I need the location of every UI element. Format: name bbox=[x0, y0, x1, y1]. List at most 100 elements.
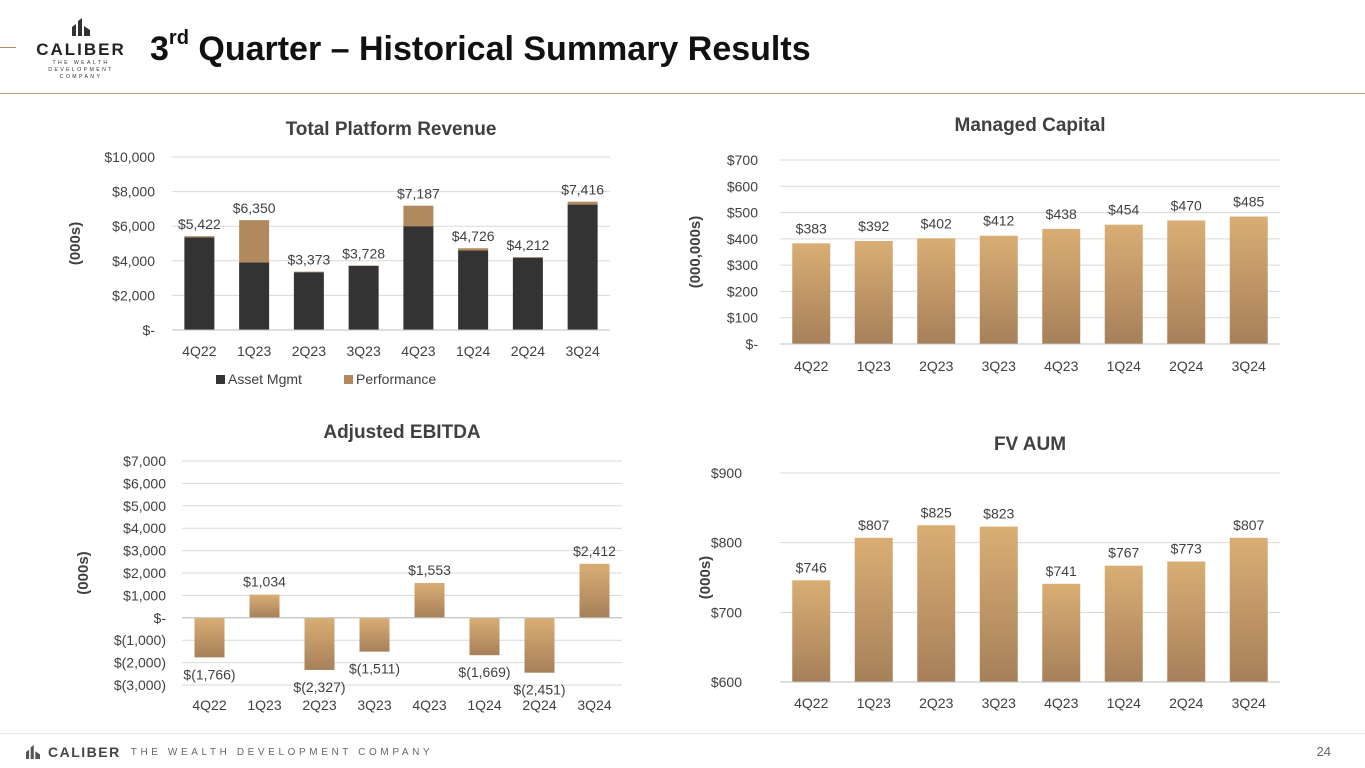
data-label: $438 bbox=[1046, 206, 1077, 222]
y-axis-label: (000s) bbox=[67, 222, 84, 265]
x-tick-label: 2Q24 bbox=[511, 343, 545, 359]
ebitda-chart-svg: Adjusted EBITDA (000s) $(3,000) $(2,000) $(1… bbox=[75, 422, 622, 713]
bar bbox=[792, 243, 831, 344]
y-tick-label: $700 bbox=[711, 604, 742, 620]
y-tick-label: $100 bbox=[727, 310, 758, 326]
bar-asset-mgmt bbox=[458, 250, 489, 330]
bar-performance bbox=[512, 257, 543, 258]
y-tick-label: $10,000 bbox=[104, 149, 155, 165]
bar-performance bbox=[293, 271, 324, 273]
bar bbox=[917, 525, 956, 682]
x-tick-label: 2Q24 bbox=[1169, 358, 1203, 374]
x-tick-label: 4Q23 bbox=[1044, 695, 1078, 711]
bar-performance bbox=[184, 236, 215, 238]
bar bbox=[917, 238, 956, 344]
data-label: $767 bbox=[1108, 545, 1139, 561]
data-label: $6,350 bbox=[233, 200, 276, 216]
logo-sub-1: THE WEALTH DEVELOPMENT bbox=[48, 60, 114, 73]
footer-rule bbox=[0, 733, 1365, 734]
bar bbox=[249, 594, 280, 618]
chart-ebitda: Adjusted EBITDA (000s) $(3,000) $(2,000) $(1… bbox=[60, 412, 640, 727]
caliber-logo: CALIBER THE WEALTH DEVELOPMENT COMPANY bbox=[22, 18, 140, 80]
footer-tagline: THE WEALTH DEVELOPMENT COMPANY bbox=[130, 746, 434, 758]
x-tick-label: 1Q23 bbox=[857, 358, 891, 374]
data-label: $485 bbox=[1233, 194, 1264, 210]
legend-label-performance: Performance bbox=[356, 371, 436, 387]
chart-title: FV AUM bbox=[994, 434, 1066, 455]
data-label: $2,412 bbox=[573, 543, 616, 559]
data-label: $7,187 bbox=[397, 186, 440, 202]
bar bbox=[579, 563, 610, 618]
y-tick-label: $1,000 bbox=[123, 587, 166, 603]
chart-title: Managed Capital bbox=[955, 115, 1106, 136]
x-tick-label: 4Q22 bbox=[794, 695, 828, 711]
x-tick-label: 4Q23 bbox=[401, 343, 435, 359]
x-tick-label: 3Q23 bbox=[357, 697, 391, 713]
data-label: $412 bbox=[983, 213, 1014, 229]
bar-performance bbox=[239, 220, 270, 263]
y-tick-label: $- bbox=[746, 336, 759, 352]
bar bbox=[1229, 537, 1268, 682]
revenue-chart-svg: Total Platform Revenue (000s) $- $2,000 $4,0… bbox=[67, 119, 610, 387]
data-label: $383 bbox=[796, 220, 827, 236]
data-label: $825 bbox=[921, 504, 952, 520]
y-tick-label: $(1,000) bbox=[114, 632, 166, 648]
y-axis-label: (000s) bbox=[697, 556, 714, 599]
bar bbox=[304, 617, 335, 670]
page-title: 3rd Quarter – Historical Summary Results bbox=[150, 27, 811, 69]
x-tick-label: 1Q24 bbox=[1107, 695, 1141, 711]
data-label: $470 bbox=[1171, 197, 1202, 213]
y-tick-label: $7,000 bbox=[123, 453, 166, 469]
bar bbox=[854, 537, 893, 682]
x-tick-label: 1Q24 bbox=[1107, 358, 1141, 374]
data-label: $(1,766) bbox=[183, 666, 235, 682]
x-tick-label: 2Q23 bbox=[919, 695, 953, 711]
bar-asset-mgmt bbox=[348, 265, 379, 330]
y-tick-label: $- bbox=[154, 610, 167, 626]
x-tick-label: 1Q24 bbox=[456, 343, 490, 359]
data-label: $5,422 bbox=[178, 216, 221, 232]
logo-sub-2: COMPANY bbox=[59, 74, 103, 80]
bar bbox=[1042, 228, 1081, 344]
y-tick-label: $(3,000) bbox=[114, 677, 166, 693]
bar-asset-mgmt bbox=[567, 204, 598, 330]
data-label: $402 bbox=[921, 215, 952, 231]
legend-swatch-asset-mgmt bbox=[216, 375, 225, 384]
data-label: $1,553 bbox=[408, 562, 451, 578]
x-tick-label: 2Q24 bbox=[1169, 695, 1203, 711]
data-label: $1,034 bbox=[243, 574, 286, 590]
footer-building-icon bbox=[26, 745, 40, 759]
x-tick-label: 4Q22 bbox=[192, 697, 226, 713]
chart-title: Adjusted EBITDA bbox=[323, 422, 481, 443]
data-label: $773 bbox=[1171, 540, 1202, 556]
data-label: $(1,511) bbox=[349, 661, 400, 677]
y-axis-label: (000,000s) bbox=[687, 216, 704, 289]
bar-asset-mgmt bbox=[512, 257, 543, 330]
y-tick-label: $6,000 bbox=[112, 218, 155, 234]
bar-performance bbox=[403, 205, 434, 227]
bar bbox=[469, 617, 500, 656]
chart-revenue: Total Platform Revenue (000s) $- $2,000 $4,0… bbox=[60, 108, 640, 403]
bar bbox=[1104, 565, 1143, 682]
data-label: $(2,327) bbox=[293, 679, 345, 695]
bar bbox=[1167, 561, 1206, 682]
bar bbox=[414, 583, 445, 618]
y-tick-label: $2,000 bbox=[112, 287, 155, 303]
header-accent-line bbox=[0, 47, 16, 48]
data-label: $807 bbox=[1233, 517, 1264, 533]
x-tick-label: 3Q24 bbox=[566, 343, 600, 359]
building-icon bbox=[72, 18, 90, 36]
bar-asset-mgmt bbox=[184, 237, 215, 330]
data-label: $454 bbox=[1108, 202, 1139, 218]
legend-label-asset-mgmt: Asset Mgmt bbox=[228, 371, 302, 387]
y-tick-label: $700 bbox=[727, 152, 758, 168]
data-label: $7,416 bbox=[561, 182, 604, 198]
bar bbox=[979, 235, 1018, 344]
title-number: 3 bbox=[150, 30, 169, 68]
x-tick-label: 3Q23 bbox=[982, 695, 1016, 711]
bar bbox=[1229, 216, 1268, 344]
data-label: $392 bbox=[858, 218, 889, 234]
y-axis-label: (000s) bbox=[75, 551, 92, 594]
footer-brand: CALIBER bbox=[48, 744, 121, 760]
chart-capital: Managed Capital (000,000s) $- $100 $200 $300 $… bbox=[680, 104, 1310, 394]
